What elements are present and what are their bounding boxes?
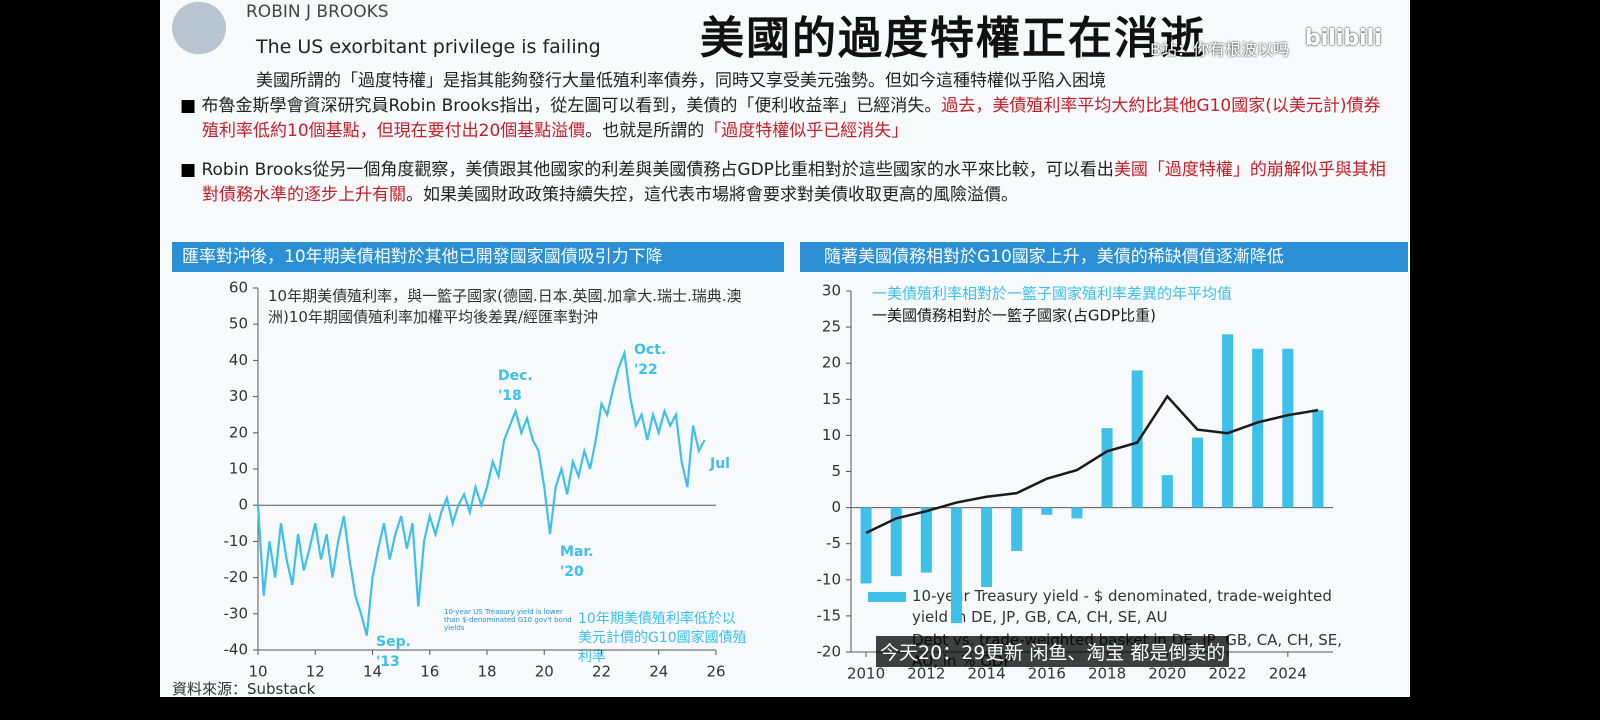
bar	[1161, 475, 1173, 508]
annotation: Mar. '20	[560, 544, 594, 580]
x-tick-label: 2020	[1148, 665, 1186, 683]
x-tick-label: 2024	[1269, 665, 1307, 683]
bullet-marker: ■	[180, 96, 202, 116]
x-tick-label: 14	[363, 663, 382, 681]
y-tick-label: 50	[229, 315, 248, 333]
bar	[1041, 507, 1053, 515]
bullet-marker: ■	[180, 160, 202, 180]
y-tick-label: -40	[224, 641, 249, 659]
bar	[890, 507, 902, 577]
bullet: ■ 布魯金斯學會資深研究員Robin Brooks指出，從左圖可以看到，美債的「…	[180, 94, 1397, 144]
bullet-text: 美國「過度特權」的崩解似乎與其相對債務水準的逐步上升有關	[202, 160, 1386, 205]
x-tick-label: 10	[248, 663, 267, 681]
y-tick-label: 20	[822, 354, 841, 372]
y-tick-label: -20	[224, 568, 249, 586]
bar	[981, 507, 993, 588]
y-tick-label: 0	[238, 496, 248, 514]
annotation: Jul	[710, 456, 730, 472]
bar	[1191, 437, 1203, 508]
y-tick-label: -10	[817, 570, 842, 588]
intro: 美國所謂的「過度特權」是指其能夠發行大量低殖利率債券，同時又享受美元強勢。但如今…	[256, 71, 1106, 91]
right-legend-bottom: 10-year Treasury yield - $ denominated, …	[912, 587, 1332, 626]
y-tick-label: -10	[224, 532, 249, 550]
bar	[1252, 348, 1264, 508]
bar	[1011, 507, 1023, 551]
x-tick-label: 2018	[1088, 665, 1126, 683]
x-tick-label: 2014	[967, 665, 1005, 683]
bar	[1312, 410, 1324, 508]
y-tick-label: 40	[229, 351, 248, 369]
subtitle: The US exorbitant privilege is failing	[256, 36, 601, 58]
x-tick-label: 12	[306, 663, 325, 681]
bullet-text: 。如果美國財政政策持續失控，這代表市場將會要求對美債收取更高的風險溢價。	[406, 185, 1018, 205]
x-tick-label: 22	[592, 663, 611, 681]
x-tick-label: 18	[477, 663, 496, 681]
bar	[860, 507, 872, 584]
bullet-text: 過去，美債殖利率平均大約比其他G10國家(以美元計)債券殖利率低約10個基點，但…	[202, 96, 1381, 141]
y-tick-label: 25	[822, 318, 841, 336]
annotation: Dec. '18	[498, 368, 533, 404]
bar	[950, 507, 962, 624]
avatar	[172, 2, 226, 54]
bar	[1101, 428, 1113, 508]
x-tick-label: 20	[535, 663, 554, 681]
bullet-text: Robin Brooks從另一個角度觀察，美債跟其他國家的利差與美國債務占GDP…	[201, 160, 1114, 180]
x-tick-label: 2012	[907, 665, 945, 683]
x-tick-label: 16	[420, 663, 439, 681]
x-tick-label: 2016	[1028, 665, 1066, 683]
annotation: Sep. '13	[376, 634, 411, 670]
left-heading: 匯率對沖後，10年期美債相對於其他已開發國家國債吸引力下降	[172, 242, 784, 272]
y-tick-label: -20	[817, 643, 842, 661]
source: 資料來源：Substack	[172, 680, 316, 698]
legend-entry: 一美國債務相對於一籃子國家(占GDP比重)	[872, 307, 1156, 325]
bullet-text: 。也就是所謂的	[585, 121, 705, 141]
watermark: B站：你有根波以吗	[1150, 40, 1289, 59]
bar	[1222, 334, 1234, 508]
y-tick-label: 15	[822, 390, 841, 408]
bullet-text: 「過度特權似乎已經消失」	[704, 121, 909, 141]
bar	[1282, 348, 1294, 508]
y-tick-label: 10	[822, 426, 841, 444]
y-tick-label: 30	[229, 387, 248, 405]
y-tick-label: -5	[826, 534, 841, 552]
y-tick-label: 10	[229, 460, 248, 478]
bar	[1071, 507, 1083, 519]
brand: bilibili	[1305, 26, 1382, 51]
bullet: ■ Robin Brooks從另一個角度觀察，美債跟其他國家的利差與美國債務占G…	[180, 158, 1397, 208]
right-heading: 隨著美國債務相對於G10國家上升，美債的稀缺價值逐漸降低	[800, 242, 1408, 272]
y-tick-label: 60	[229, 279, 248, 297]
legend-swatch	[868, 592, 906, 602]
note-en: 10-year US Treasury yield is lower than …	[444, 608, 572, 632]
y-tick-label: -15	[817, 606, 842, 624]
bar	[920, 507, 932, 573]
y-tick-label: 5	[831, 462, 841, 480]
y-tick-label: 20	[229, 423, 248, 441]
bullet-text: 布魯金斯學會資深研究員Robin Brooks指出，從左圖可以看到，美債的「便利…	[201, 96, 942, 116]
y-tick-label: -30	[224, 604, 249, 622]
author: ROBIN J BROOKS	[246, 2, 389, 22]
title: 美國的過度特權正在消逝	[700, 13, 1206, 64]
annotation: Oct. '22	[634, 342, 667, 378]
y-tick-label: 30	[822, 282, 841, 300]
x-tick-label: 2010	[847, 665, 885, 683]
legend-entry: 一美債殖利率相對於一籃子國家殖利率差異的年平均值	[872, 285, 1232, 303]
caption: 今天20：29更新 闲鱼、淘宝 都是倒卖的	[876, 636, 1230, 667]
data-line	[865, 394, 1319, 534]
bar	[1131, 370, 1143, 508]
y-tick-label: 0	[831, 498, 841, 516]
data-line	[256, 348, 706, 636]
slide	[160, 0, 1410, 697]
x-tick-label: 26	[706, 663, 725, 681]
note-zh: 10年期美債殖利率低於以美元計價的G10國家國債殖利率	[578, 611, 747, 665]
x-tick-label: 2022	[1208, 665, 1246, 683]
x-tick-label: 24	[649, 663, 668, 681]
left-legend: 10年期美債殖利率，與一籃子國家(德國.日本.英國.加拿大.瑞士.瑞典.澳洲)1…	[268, 287, 742, 326]
